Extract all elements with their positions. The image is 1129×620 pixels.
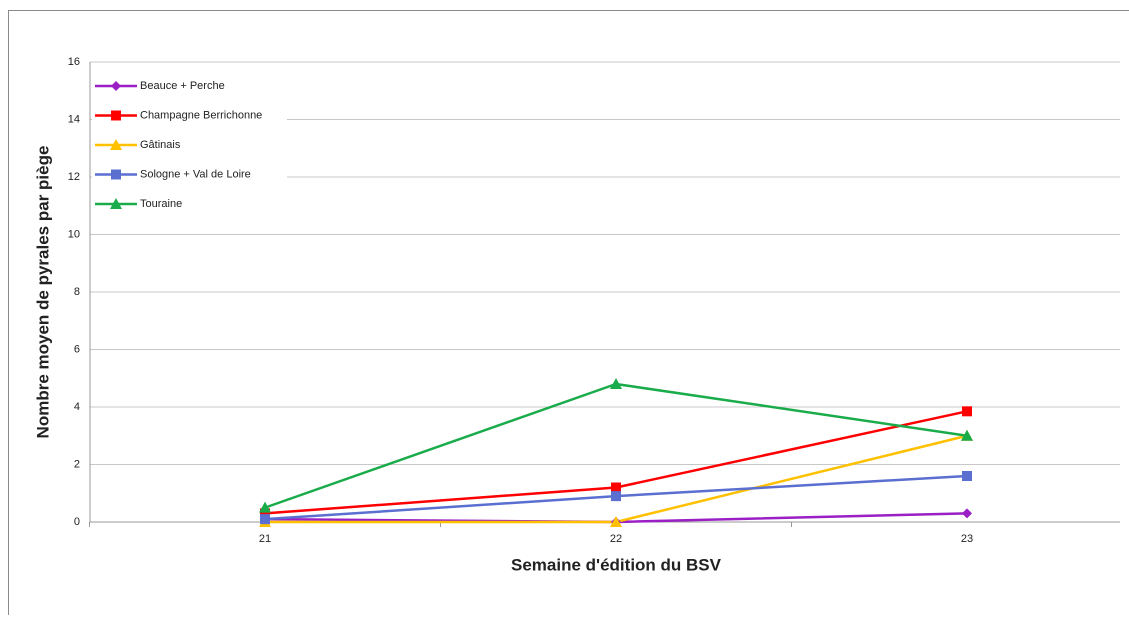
x-tick-label: 21 — [259, 533, 271, 545]
y-tick-label: 0 — [74, 516, 80, 528]
x-axis-label: Semaine d'édition du BSV — [511, 555, 722, 574]
marker — [962, 471, 972, 481]
y-tick-label: 6 — [74, 343, 80, 355]
marker — [611, 483, 621, 493]
legend-label: Gâtinais — [140, 139, 181, 151]
marker — [111, 111, 121, 121]
legend: Beauce + Perche Champagne Berrichonne Gâti… — [92, 72, 287, 218]
marker — [611, 491, 621, 501]
y-tick-label: 16 — [68, 56, 80, 68]
marker — [260, 514, 270, 524]
y-tick-label: 10 — [68, 228, 80, 240]
marker — [111, 170, 121, 180]
legend-label: Touraine — [140, 198, 182, 210]
x-tick-label: 22 — [610, 533, 622, 545]
x-tick-label: 23 — [961, 533, 973, 545]
y-tick-label: 8 — [74, 286, 80, 298]
marker — [962, 406, 972, 416]
y-tick-label: 14 — [68, 113, 80, 125]
y-tick-label: 2 — [74, 458, 80, 470]
legend-label: Champagne Berrichonne — [140, 109, 262, 121]
y-axis-label: Nombre moyen de pyrales par piège — [33, 146, 52, 439]
y-tick-label: 4 — [74, 401, 80, 413]
legend-label: Sologne + Val de Loire — [140, 168, 251, 180]
y-tick-label: 12 — [68, 171, 80, 183]
legend-label: Beauce + Perche — [140, 80, 225, 92]
